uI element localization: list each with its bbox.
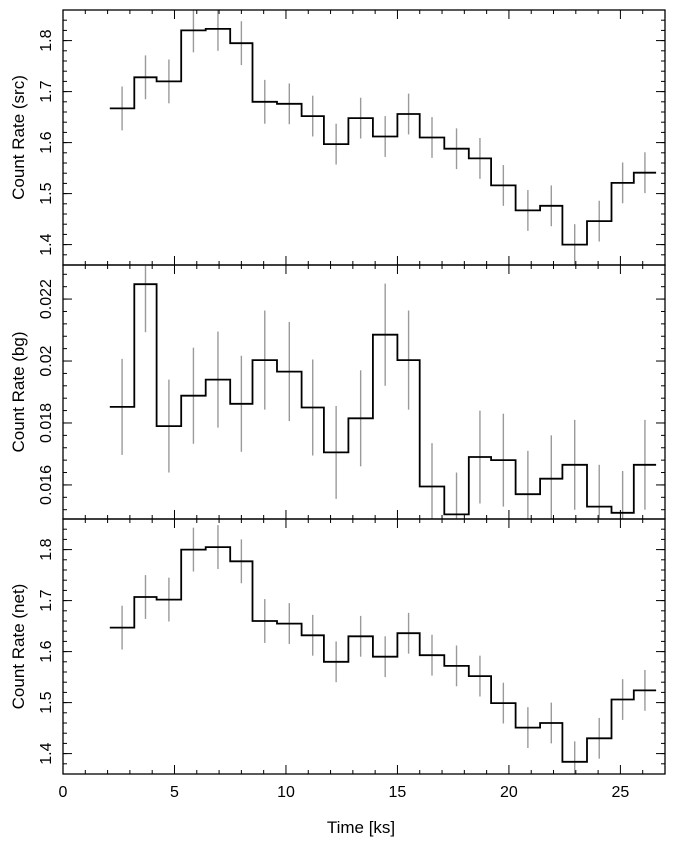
x-tick-label-5: 25	[612, 784, 630, 801]
panel-net-ticks	[62, 518, 666, 775]
y-axis-title-bg: Count Rate (bg)	[9, 332, 28, 453]
y-tick-label-bg-2: 0.02	[38, 345, 55, 376]
y-tick-label-net-3: 1.7	[38, 589, 55, 611]
y-axis-title-src: Count Rate (src)	[9, 75, 28, 200]
y-tick-label-src-2: 1.6	[38, 131, 55, 153]
y-tick-label-src-1: 1.5	[38, 182, 55, 204]
y-tick-label-bg-0: 0.016	[38, 465, 55, 505]
x-tick-label-0: 0	[59, 784, 68, 801]
y-tick-label-net-2: 1.6	[38, 640, 55, 662]
y-axis-title-net: Count Rate (net)	[9, 584, 28, 710]
panel-net-errorbars	[121, 525, 646, 774]
x-tick-label-4: 20	[500, 784, 518, 801]
y-tick-label-src-3: 1.7	[38, 80, 55, 102]
x-tick-label-1: 5	[170, 784, 179, 801]
panel-bg-ticks	[62, 265, 666, 519]
x-tick-labels: 0 5 10 15 20 25	[59, 784, 630, 801]
y-tick-label-src-0: 1.4	[38, 233, 55, 255]
panel-bg: 0.016 0.018 0.02 0.022 Count Rate (bg)	[9, 264, 666, 520]
panel-net-frame	[62, 518, 666, 775]
y-tick-label-net-4: 1.8	[38, 538, 55, 560]
y-tick-label-net-0: 1.4	[38, 742, 55, 764]
x-axis-title: Time [ks]	[327, 818, 395, 837]
panel-src: 1.4 1.5 1.6 1.7 1.8 Count Rate (src)	[9, 9, 666, 266]
x-tick-label-2: 10	[277, 784, 295, 801]
panel-net: 1.4 1.5 1.6 1.7 1.8 Count Rate (net)	[9, 518, 666, 775]
panel-src-ticks	[62, 9, 666, 266]
step-line-net	[109, 546, 657, 763]
step-line-src	[109, 28, 657, 246]
y-tick-label-src-4: 1.8	[38, 29, 55, 51]
y-tick-label-bg-1: 0.018	[38, 403, 55, 443]
step-line-bg	[109, 283, 657, 516]
x-tick-label-3: 15	[389, 784, 407, 801]
y-tick-label-net-1: 1.5	[38, 691, 55, 713]
y-tick-label-bg-3: 0.022	[38, 279, 55, 319]
